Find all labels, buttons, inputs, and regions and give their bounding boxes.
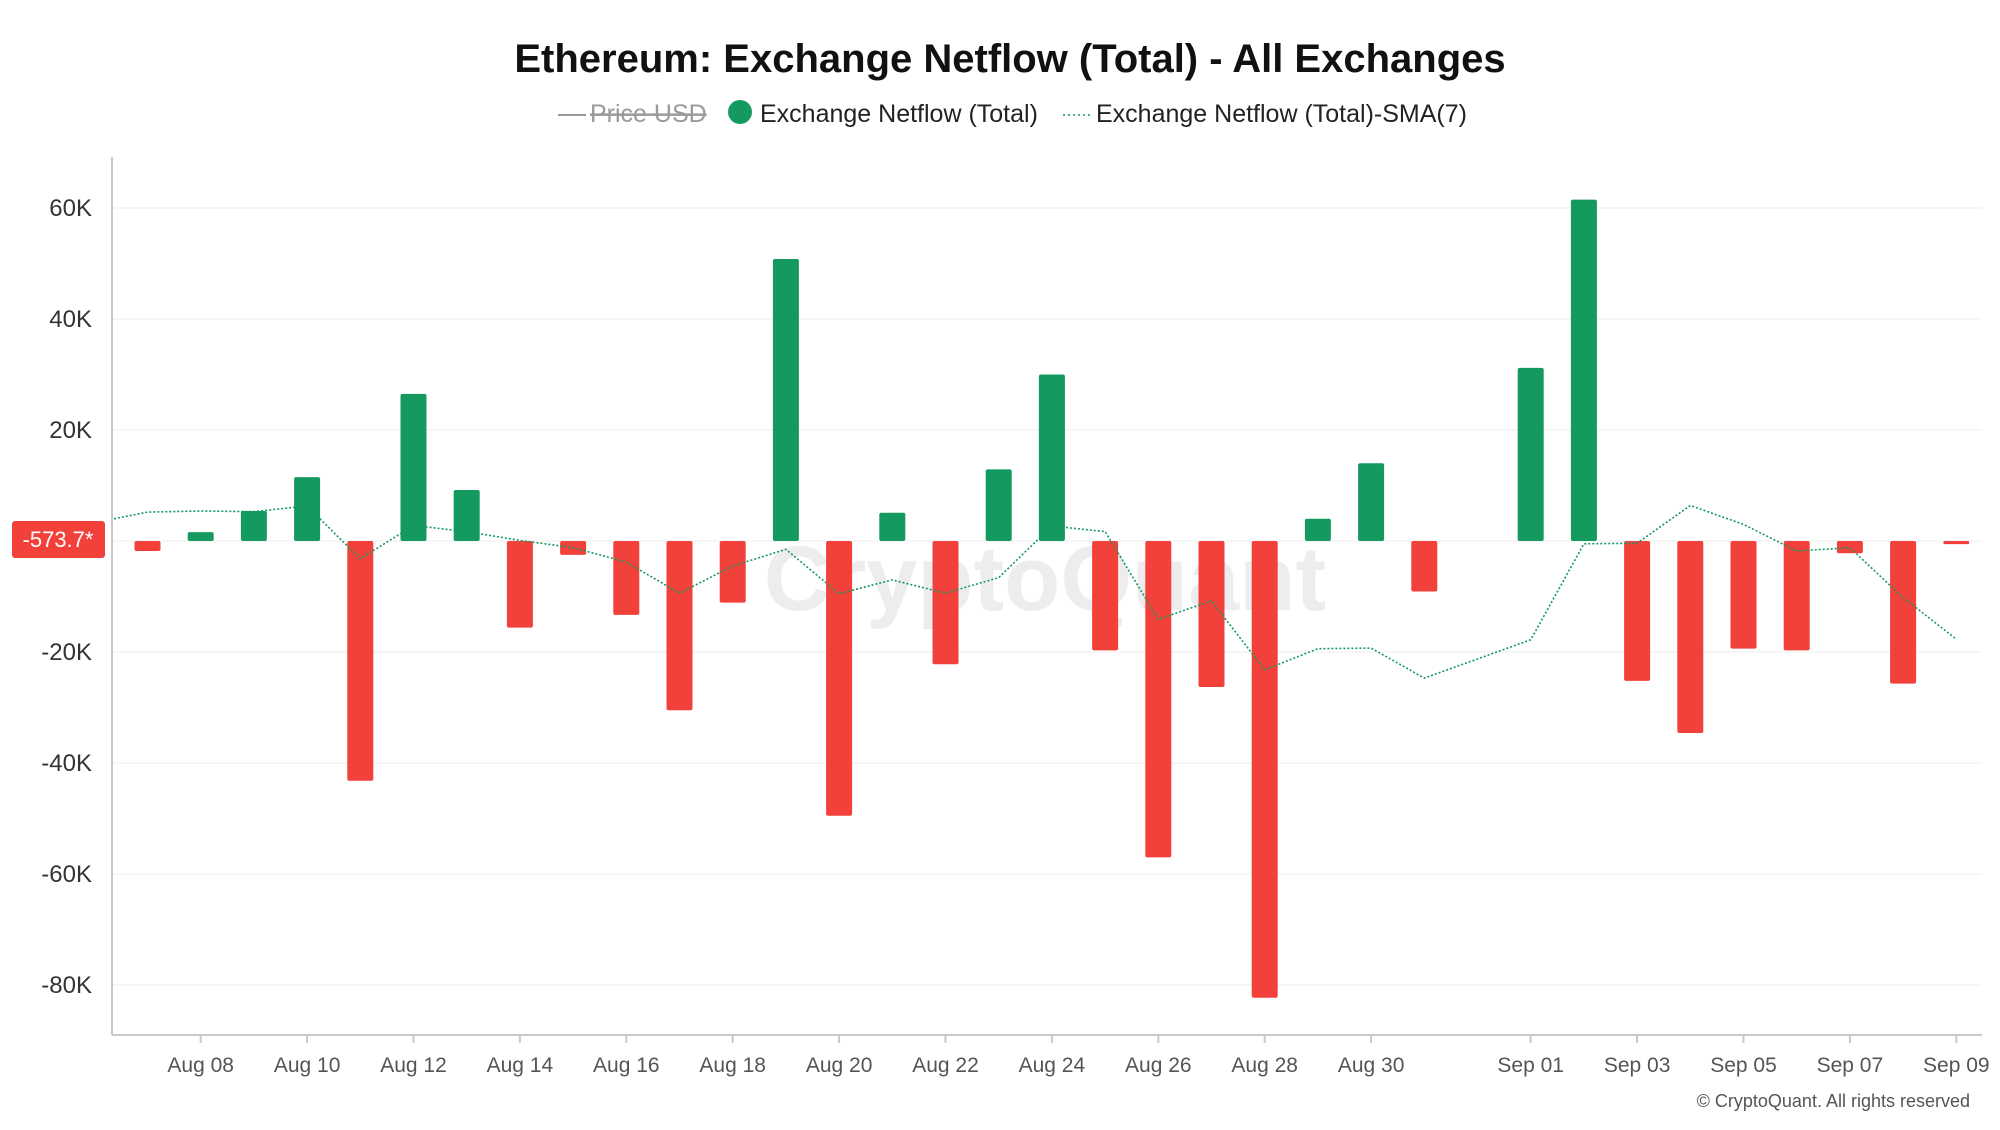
bar-series — [134, 199, 1970, 998]
netflow-bar[interactable] — [453, 489, 480, 541]
netflow-bar[interactable] — [1943, 541, 1970, 545]
legend-sma-label: Exchange Netflow (Total)-SMA(7) — [1096, 100, 1467, 128]
netflow-bar[interactable] — [506, 541, 533, 628]
x-tick-label: Aug 26 — [1125, 1054, 1192, 1077]
x-tick-label: Aug 20 — [806, 1054, 873, 1077]
legend-item-sma[interactable]: Exchange Netflow (Total)-SMA(7) — [1063, 100, 1467, 128]
netflow-bar[interactable] — [1890, 541, 1917, 684]
x-tick-label: Aug 28 — [1231, 1054, 1298, 1077]
netflow-bar[interactable] — [826, 541, 853, 816]
x-tick-label: Sep 09 — [1923, 1054, 1990, 1077]
netflow-bar[interactable] — [1358, 463, 1385, 541]
netflow-bar[interactable] — [613, 541, 640, 615]
netflow-bar[interactable] — [772, 259, 799, 541]
netflow-bar[interactable] — [1411, 541, 1438, 592]
legend-netflow-label: Exchange Netflow (Total) — [760, 100, 1038, 128]
netflow-bar[interactable] — [1251, 541, 1278, 998]
y-tick-label: -60K — [41, 861, 92, 888]
x-tick-label: Sep 03 — [1604, 1054, 1671, 1077]
netflow-bar[interactable] — [187, 532, 214, 541]
netflow-bar[interactable] — [1730, 541, 1757, 649]
netflow-bar[interactable] — [400, 393, 427, 541]
netflow-bar[interactable] — [294, 477, 321, 541]
watermark: CryptoQuant — [764, 528, 1326, 630]
x-tick-label: Aug 22 — [912, 1054, 979, 1077]
netflow-bar[interactable] — [985, 469, 1012, 541]
netflow-bar[interactable] — [666, 541, 693, 711]
netflow-bar[interactable] — [932, 541, 959, 665]
x-tick-label: Aug 18 — [699, 1054, 766, 1077]
y-tick-label: 60K — [49, 195, 92, 222]
netflow-bar[interactable] — [1517, 367, 1544, 541]
netflow-bar[interactable] — [1624, 541, 1651, 681]
netflow-bar[interactable] — [1304, 518, 1331, 541]
netflow-bar[interactable] — [879, 512, 906, 541]
y-tick-label: -40K — [41, 750, 92, 777]
last-value-label: -573.7* — [12, 521, 105, 558]
legend-item-price-usd[interactable]: Price USD — [558, 100, 707, 128]
netflow-bar[interactable] — [1092, 541, 1119, 651]
legend-netflow-dot-marker — [728, 100, 752, 124]
netflow-bar[interactable] — [719, 541, 746, 603]
netflow-bar[interactable] — [347, 541, 374, 781]
x-tick-label: Aug 10 — [274, 1054, 341, 1077]
x-tick-label: Aug 08 — [167, 1054, 234, 1077]
x-tick-label: Sep 01 — [1497, 1054, 1564, 1077]
legend: Price USD Exchange Netflow (Total) Excha… — [558, 100, 1467, 128]
y-axis-tick-labels: 60K 40K 20K -20K -40K -60K -80K — [41, 195, 92, 999]
netflow-bar[interactable] — [1836, 541, 1863, 554]
legend-price-label: Price USD — [590, 100, 707, 128]
netflow-bar[interactable] — [1038, 374, 1065, 542]
netflow-bar[interactable] — [134, 541, 161, 551]
netflow-bar[interactable] — [1783, 541, 1810, 651]
chart-title: Ethereum: Exchange Netflow (Total) - All… — [514, 37, 1505, 81]
netflow-bar[interactable] — [1198, 541, 1225, 687]
y-tick-label: 40K — [49, 306, 92, 333]
y-tick-label: -80K — [41, 972, 92, 999]
x-axis-tick-labels: Aug 08 Aug 10 Aug 12 Aug 14 Aug 16 Aug 18 Aug … — [167, 1035, 1990, 1077]
netflow-bar[interactable] — [1677, 541, 1704, 734]
y-tick-label: 20K — [49, 417, 92, 444]
x-tick-label: Sep 07 — [1817, 1054, 1884, 1077]
x-tick-label: Aug 24 — [1019, 1054, 1086, 1077]
last-value-label-text: -573.7* — [23, 527, 94, 552]
x-tick-label: Sep 05 — [1710, 1054, 1777, 1077]
x-tick-label: Aug 16 — [593, 1054, 660, 1077]
netflow-bar[interactable] — [1570, 199, 1597, 542]
last-value-label-background — [12, 521, 105, 558]
netflow-bar[interactable] — [1145, 541, 1172, 858]
legend-item-netflow[interactable]: Exchange Netflow (Total) — [728, 100, 1038, 128]
axes — [111, 157, 1982, 1036]
x-tick-label: Aug 30 — [1338, 1054, 1405, 1077]
x-tick-label: Aug 12 — [380, 1054, 447, 1077]
x-tick-label: Aug 14 — [487, 1054, 554, 1077]
y-tick-label: -20K — [41, 639, 92, 666]
netflow-bar[interactable] — [240, 511, 267, 541]
copyright-notice: © CryptoQuant. All rights reserved — [1697, 1091, 1970, 1111]
